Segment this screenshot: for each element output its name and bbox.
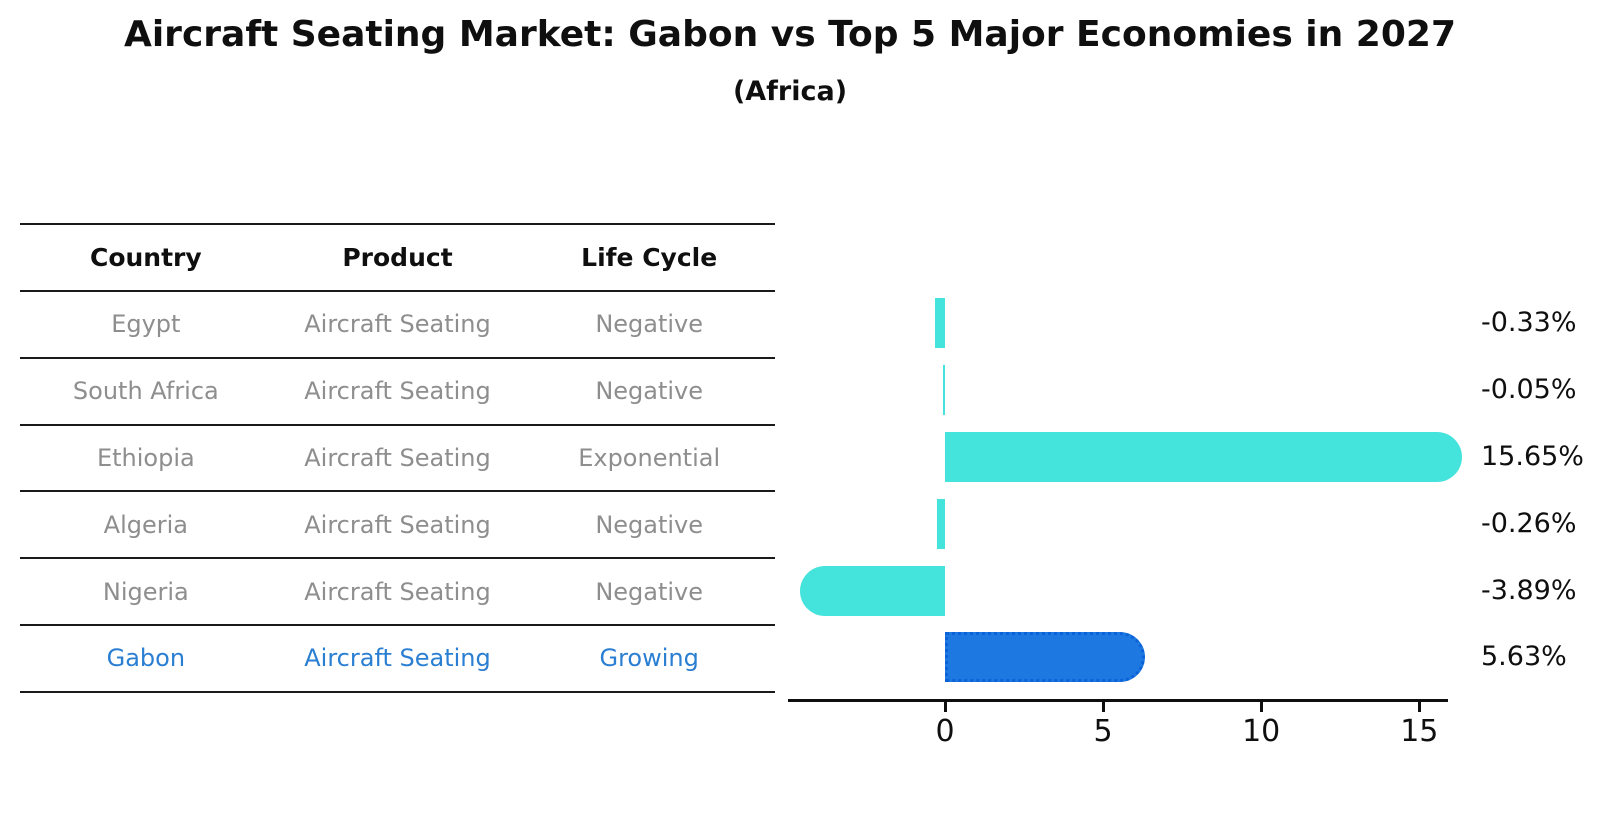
cell-product: Aircraft Seating: [304, 644, 491, 673]
x-axis-tick: [943, 702, 947, 712]
cell-country: Egypt: [111, 310, 181, 339]
value-label-gabon: 5.63%: [1481, 641, 1567, 673]
cell-country: Algeria: [103, 510, 188, 539]
page-title: Aircraft Seating Market: Gabon vs Top 5 …: [123, 14, 1457, 55]
x-axis-tick-label: 0: [935, 714, 955, 749]
cell-product: Aircraft Seating: [304, 310, 491, 339]
value-label-algeria: -0.26%: [1481, 507, 1577, 539]
table-row: Egypt Aircraft Seating Negative: [20, 290, 775, 357]
cell-life-cycle: Growing: [599, 644, 699, 673]
bar-gabon: [945, 632, 1146, 683]
x-axis-tick-label: 15: [1400, 714, 1439, 749]
cell-country: South Africa: [72, 377, 219, 406]
cell-life-cycle: Negative: [595, 310, 704, 339]
column-header-product: Product: [342, 243, 453, 272]
table-row: Algeria Aircraft Seating Negative: [20, 490, 775, 557]
table-header-row: Country Product Life Cycle: [20, 223, 775, 290]
cell-life-cycle: Negative: [595, 577, 704, 606]
x-axis-tick-label: 5: [1093, 714, 1113, 749]
x-axis-tick-label: 10: [1242, 714, 1281, 749]
value-label-south-africa: -0.05%: [1481, 374, 1577, 406]
table-row: South Africa Aircraft Seating Negative: [20, 356, 775, 424]
x-axis-tick: [1417, 702, 1421, 712]
cell-life-cycle: Exponential: [578, 443, 721, 472]
cell-life-cycle: Negative: [595, 510, 704, 539]
table-row: Nigeria Aircraft Seating Negative: [20, 557, 775, 624]
x-axis-line: [788, 699, 1448, 702]
x-axis-tick: [1259, 702, 1263, 712]
bar-south-africa: [943, 365, 946, 416]
value-label-nigeria: -3.89%: [1481, 574, 1577, 606]
bar-nigeria: [799, 565, 945, 616]
cell-country: Nigeria: [102, 577, 189, 606]
page-subtitle: (Africa): [732, 76, 848, 107]
value-label-ethiopia: 15.65%: [1481, 441, 1584, 472]
cell-product: Aircraft Seating: [304, 510, 491, 539]
column-header-life-cycle: Life Cycle: [581, 243, 718, 272]
bar-egypt: [934, 298, 945, 349]
cell-life-cycle: Negative: [595, 377, 704, 406]
cell-country: Ethiopia: [96, 443, 195, 472]
cell-product: Aircraft Seating: [304, 577, 491, 606]
cell-product: Aircraft Seating: [304, 443, 491, 472]
cell-country: Gabon: [106, 644, 186, 673]
table-row-gabon: Gabon Aircraft Seating Growing: [20, 623, 775, 693]
column-header-country: Country: [89, 243, 202, 272]
x-axis-tick: [1101, 702, 1105, 712]
country-table: Country Product Life Cycle Egypt Aircraf…: [20, 223, 775, 693]
table-row: Ethiopia Aircraft Seating Exponential: [20, 423, 775, 491]
bar-ethiopia: [945, 432, 1462, 482]
value-label-egypt: -0.33%: [1481, 307, 1577, 339]
cell-product: Aircraft Seating: [304, 377, 491, 406]
bar-algeria: [936, 498, 945, 549]
